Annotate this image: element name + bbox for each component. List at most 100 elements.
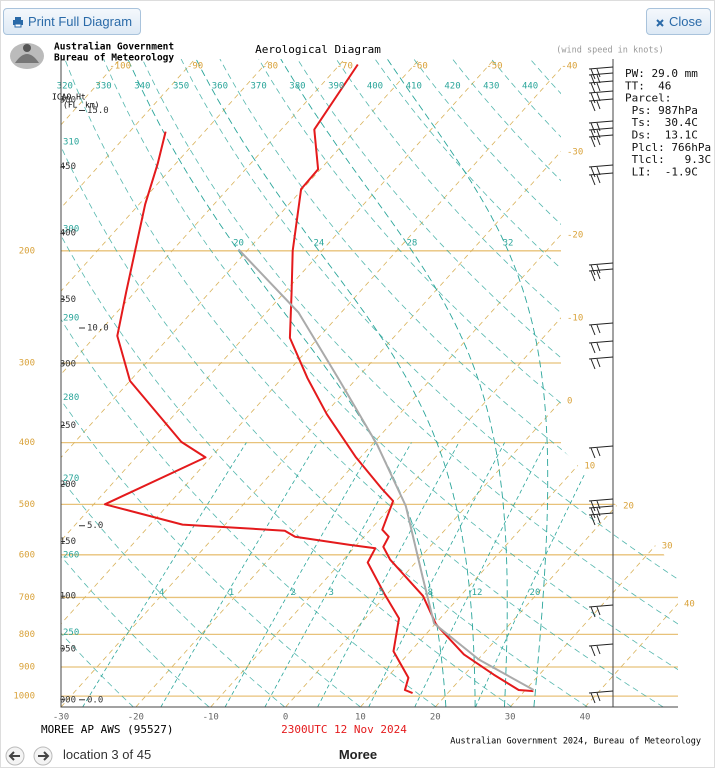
wind-barb-flag (591, 325, 595, 335)
close-icon (655, 18, 665, 28)
nav-next[interactable] (34, 747, 52, 765)
temperature-label: -60 (411, 62, 427, 72)
wind-barb-flag (597, 448, 600, 456)
info-line: Ds: 13.1C (625, 129, 698, 142)
wind-barb-flag (597, 325, 600, 333)
temperature-label: 0 (283, 713, 288, 723)
wind-barb-flag (597, 123, 600, 131)
wind-barb (589, 605, 613, 617)
dry-adiabat-label: 380 (289, 82, 305, 92)
print-button[interactable]: Print Full Diagram (3, 8, 141, 35)
sounding-line (105, 132, 413, 694)
wind-barb-staff (589, 173, 613, 175)
station-name: MOREE AP AWS (95527) (41, 723, 173, 736)
close-button[interactable]: Close (646, 8, 711, 35)
wind-barb-flag (597, 693, 600, 701)
isotherm (1, 59, 345, 707)
dry-adiabat-label: 340 (134, 82, 150, 92)
flight-level-label: 150 (60, 537, 76, 547)
wind-barb-flag (597, 508, 600, 516)
wind-barb-staff (589, 99, 613, 101)
temperature-label: -20 (567, 231, 583, 241)
info-line: TT: 46 (625, 79, 671, 92)
isotherm (1, 59, 270, 707)
temperature-label: 20 (430, 713, 441, 723)
temperature-label: 40 (580, 713, 591, 723)
chart-subtitle: (wind speed in knots) (556, 46, 663, 56)
mixing-ratio-label: 1 (229, 588, 234, 598)
temperature-label: 10 (355, 713, 366, 723)
dry-adiabat-label: 250 (63, 628, 79, 638)
dry-adiabat-label: 410 (406, 82, 422, 92)
dry-adiabat (1, 59, 285, 707)
wind-barb (589, 691, 613, 703)
pressure-label: 300 (19, 358, 35, 368)
print-icon (12, 16, 24, 28)
moist-adiabat-label: 24 (313, 239, 324, 249)
temperature-label: 30 (505, 713, 516, 723)
wind-barb (589, 644, 613, 656)
dry-adiabat (26, 59, 588, 707)
isotherm (1, 59, 494, 707)
wind-barb-flag (591, 646, 595, 656)
agency-line1: Australian Government (54, 42, 174, 53)
isotherm (1, 59, 420, 707)
info-line: PW: 29.0 mm (625, 67, 698, 80)
dry-adiabat-label: 400 (367, 82, 383, 92)
wind-barb-flag (597, 343, 600, 351)
wind-barb-flag (591, 359, 595, 369)
wind-barb-staff (589, 91, 613, 93)
wind-barb-staff (589, 499, 613, 501)
pressure-label: 900 (19, 662, 35, 672)
moist-adiabat-label: 28 (406, 239, 417, 249)
flight-level-label: 400 (60, 228, 76, 238)
moist-adiabat (128, 59, 446, 707)
credit: Australian Government 2024, Bureau of Me… (450, 737, 701, 747)
temperature-label: -80 (262, 62, 278, 72)
temperature-label: 30 (662, 542, 673, 552)
wind-barb (589, 135, 613, 147)
flight-level-label: 050 (60, 644, 76, 654)
wind-barb-flag (591, 343, 595, 353)
wind-barb-staff (589, 67, 613, 69)
wind-barb-staff (589, 121, 613, 123)
dry-adiabat (1, 59, 360, 707)
isotherm (61, 59, 644, 707)
wind-barb-staff (589, 605, 613, 607)
wind-barb-staff (589, 341, 613, 343)
temperature-label: -30 (567, 148, 583, 158)
wind-barb-flag (597, 501, 600, 509)
plot-border (61, 59, 678, 707)
wind-barb-staff (589, 165, 613, 167)
close-label: Close (669, 14, 702, 29)
dry-adiabat-label: 360 (212, 82, 228, 92)
dry-adiabat (1, 59, 209, 707)
dry-adiabat-label: 350 (173, 82, 189, 92)
wind-barb-staff (589, 81, 613, 83)
wind-barb-flag (597, 359, 600, 367)
temperature-label: 10 (584, 462, 595, 472)
temperature-label: -50 (486, 62, 502, 72)
temperature-label: 20 (623, 502, 634, 512)
wind-barb-staff (589, 357, 613, 359)
flight-level-label: 000 (60, 695, 76, 705)
km-label: 5.0 (87, 521, 103, 531)
temperature-label: 0 (567, 397, 572, 407)
wind-barb-staff (589, 644, 613, 646)
info-line: Plcl: 766hPa (625, 141, 711, 154)
wind-barb-flag (597, 130, 600, 138)
pressure-label: 500 (19, 500, 35, 510)
flight-level-label: 350 (60, 295, 76, 305)
flight-level-label: 250 (60, 421, 76, 431)
dry-adiabat-label: 320 (57, 82, 73, 92)
temperature-label: -20 (128, 713, 144, 723)
wind-barb-staff (589, 323, 613, 325)
moist-adiabat (387, 59, 547, 707)
wind-barb (589, 341, 613, 353)
mixing-ratio-label: 3 (328, 588, 333, 598)
wind-barb (589, 499, 613, 511)
dry-adiabat-label: 420 (444, 82, 460, 92)
nav-prev[interactable] (6, 747, 24, 765)
